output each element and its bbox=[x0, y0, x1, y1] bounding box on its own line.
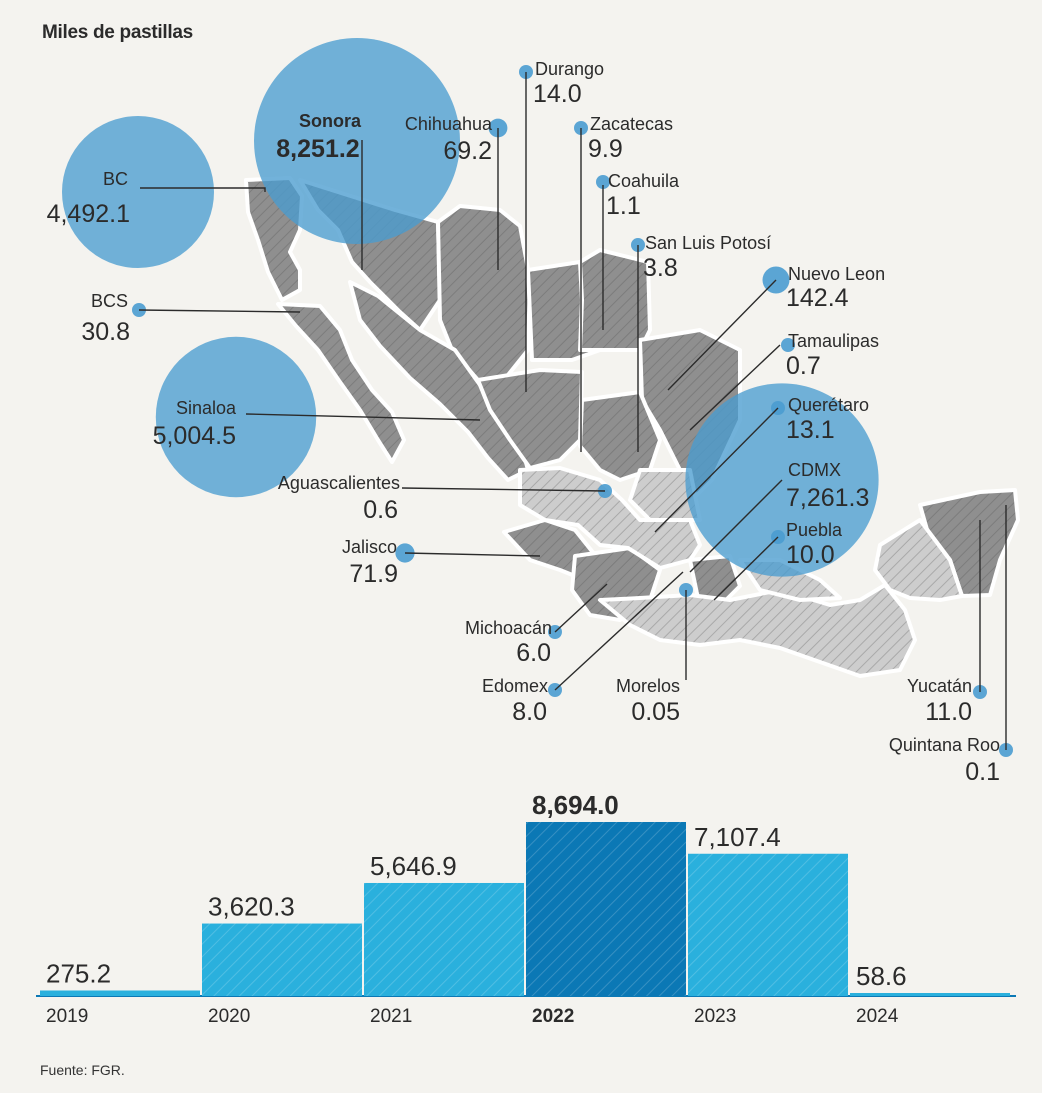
leader-cdmx bbox=[689, 479, 783, 573]
state-value-bcs: 30.8 bbox=[81, 318, 130, 346]
leader-michoacan bbox=[554, 583, 608, 633]
state-name-chihuahua: Chihuahua bbox=[405, 114, 493, 134]
bar-category-2022: 2022 bbox=[532, 1006, 574, 1027]
source-note: Fuente: FGR. bbox=[40, 1062, 125, 1078]
state-name-aguascalientes: Aguascalientes bbox=[278, 473, 400, 493]
bar-value-2020: 3,620.3 bbox=[208, 892, 295, 922]
state-name-nuevo-leon: Nuevo Leon bbox=[788, 264, 885, 284]
state-value-quintana-roo: 0.1 bbox=[965, 758, 1000, 786]
state-name-edomex: Edomex bbox=[482, 676, 548, 696]
leader-lines bbox=[138, 72, 1007, 750]
state-shape-dark-8 bbox=[476, 368, 584, 470]
state-name-sinaloa: Sinaloa bbox=[176, 398, 237, 418]
state-value-coahuila: 1.1 bbox=[606, 192, 641, 220]
state-shape-dark-7 bbox=[578, 248, 652, 352]
state-value-michoacan: 6.0 bbox=[516, 639, 551, 667]
bar-hatch-2023 bbox=[688, 853, 848, 996]
leader-bc bbox=[140, 187, 266, 192]
state-name-quintana-roo: Quintana Roo bbox=[889, 735, 1000, 755]
state-name-cdmx: CDMX bbox=[788, 460, 841, 480]
state-name-tamaulipas: Tamaulipas bbox=[788, 331, 879, 351]
bubble-tamaulipas bbox=[781, 338, 795, 352]
state-value-san-luis-potosi: 3.8 bbox=[643, 254, 678, 282]
leader-puebla bbox=[713, 536, 779, 601]
leader-aguascalientes bbox=[401, 487, 606, 492]
state-shape-light-4 bbox=[873, 518, 964, 602]
state-value-queretaro: 13.1 bbox=[786, 416, 835, 444]
state-value-zacatecas: 9.9 bbox=[588, 135, 623, 163]
state-value-durango: 14.0 bbox=[533, 80, 582, 108]
state-shape-light-2 bbox=[628, 468, 702, 522]
leader-sinaloa bbox=[245, 413, 481, 421]
state-name-coahuila: Coahuila bbox=[608, 171, 680, 191]
leader-bcs bbox=[138, 309, 301, 313]
state-value-tamaulipas: 0.7 bbox=[786, 352, 821, 380]
leader-edomex bbox=[554, 571, 684, 691]
state-value-aguascalientes: 0.6 bbox=[363, 496, 398, 524]
state-value-cdmx: 7,261.3 bbox=[786, 484, 869, 512]
bar-chart: 275.2 2019 3,620.3 2020 5,646.9 2021 8,694.0 20… bbox=[36, 790, 1016, 1027]
state-name-zacatecas: Zacatecas bbox=[590, 114, 673, 134]
state-name-sonora: Sonora bbox=[299, 111, 362, 131]
state-shape-light-3 bbox=[598, 583, 917, 678]
map-of-mexico bbox=[244, 176, 1020, 678]
leader-nuevo-leon bbox=[667, 279, 777, 391]
bar-category-2024: 2024 bbox=[856, 1006, 899, 1027]
bar-category-2019: 2019 bbox=[46, 1006, 88, 1027]
state-name-queretaro: Querétaro bbox=[788, 395, 869, 415]
leader-jalisco bbox=[404, 552, 541, 557]
bar-2024 bbox=[850, 993, 1010, 996]
bar-hatch-2021 bbox=[364, 882, 524, 996]
bar-2019 bbox=[40, 990, 200, 996]
bar-hatch-2020 bbox=[202, 923, 362, 996]
state-name-san-luis-potosi: San Luis Potosí bbox=[645, 233, 771, 253]
state-labels: BC 4,492.1 BCS 30.8 Sonora 8,251.2 Chihuahua 69… bbox=[47, 59, 1000, 786]
leader-tamaulipas bbox=[689, 344, 781, 431]
state-shape-dark-2 bbox=[276, 302, 406, 464]
bar-value-2021: 5,646.9 bbox=[370, 851, 457, 881]
bubble-sinaloa bbox=[155, 336, 317, 498]
state-name-durango: Durango bbox=[535, 59, 604, 79]
state-name-puebla: Puebla bbox=[786, 520, 843, 540]
bar-category-2023: 2023 bbox=[694, 1006, 736, 1027]
bar-category-2021: 2021 bbox=[370, 1006, 412, 1027]
chart-title: Miles de pastillas bbox=[42, 22, 193, 43]
state-shape-dark-10 bbox=[578, 390, 662, 482]
state-value-sonora: 8,251.2 bbox=[276, 135, 359, 163]
state-value-jalisco: 71.9 bbox=[349, 560, 398, 588]
state-value-yucatan: 11.0 bbox=[925, 698, 972, 726]
bar-hatch-2022 bbox=[526, 822, 686, 996]
state-value-chihuahua: 69.2 bbox=[443, 137, 492, 165]
bar-value-2024: 58.6 bbox=[856, 961, 907, 991]
state-name-michoacan: Michoacán bbox=[465, 618, 552, 638]
bubble-sonora bbox=[254, 38, 460, 244]
state-value-morelos: 0.05 bbox=[631, 698, 680, 726]
state-name-morelos: Morelos bbox=[616, 676, 680, 696]
state-value-puebla: 10.0 bbox=[786, 541, 835, 569]
bar-value-2023: 7,107.4 bbox=[694, 822, 781, 852]
bar-category-2020: 2020 bbox=[208, 1006, 250, 1027]
bubble-bc bbox=[62, 116, 214, 268]
bar-value-2022: 8,694.0 bbox=[532, 790, 619, 820]
state-value-bc: 4,492.1 bbox=[47, 200, 130, 228]
bubble-coahuila bbox=[596, 175, 610, 189]
state-name-yucatan: Yucatán bbox=[907, 676, 972, 696]
state-value-nuevo-leon: 142.4 bbox=[786, 284, 849, 312]
bar-value-2019: 275.2 bbox=[46, 958, 111, 988]
state-value-edomex: 8.0 bbox=[512, 698, 547, 726]
state-value-sinaloa: 5,004.5 bbox=[153, 422, 236, 450]
state-name-bcs: BCS bbox=[91, 291, 128, 311]
state-name-bc: BC bbox=[103, 169, 128, 189]
leader-queretaro bbox=[654, 407, 779, 533]
state-shape-dark-4 bbox=[436, 204, 532, 387]
state-name-jalisco: Jalisco bbox=[342, 537, 397, 557]
